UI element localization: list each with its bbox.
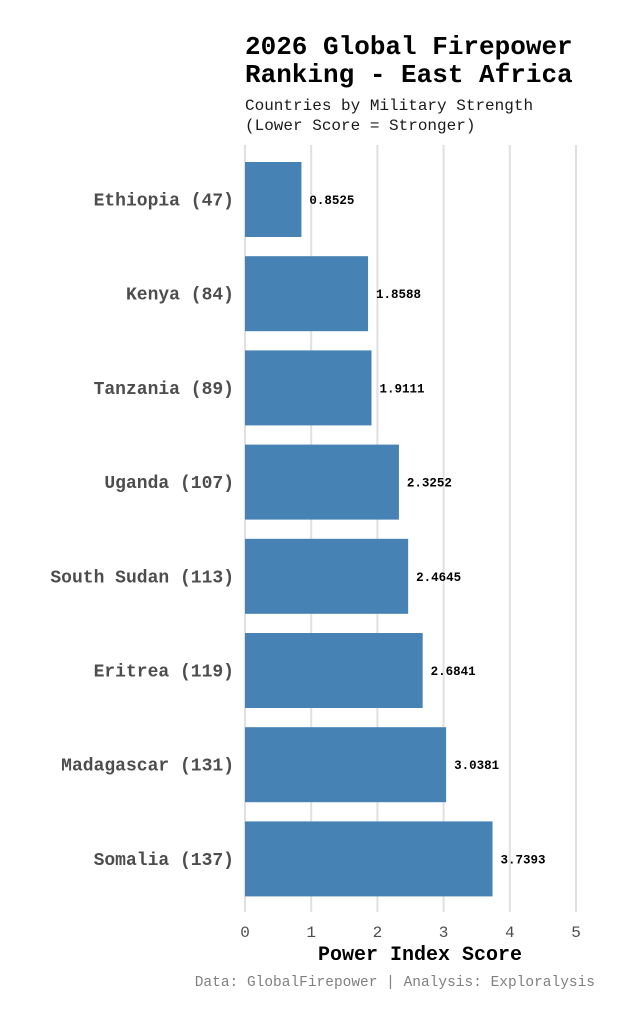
- category-label: Uganda (107): [104, 474, 234, 494]
- bar: [245, 538, 409, 614]
- value-label: 1.8588: [376, 288, 421, 302]
- value-label: 3.0381: [454, 759, 499, 773]
- x-tick-label: 2: [373, 924, 383, 942]
- x-tick-label: 0: [240, 924, 250, 942]
- chart-subtitle-line-2: (Lower Score = Stronger): [245, 117, 475, 135]
- category-label: Kenya (84): [126, 286, 234, 306]
- bar: [245, 444, 399, 520]
- value-label: 2.4645: [416, 571, 461, 585]
- x-axis-title: Power Index Score: [318, 944, 522, 967]
- chart-title-line-2: Ranking - East Africa: [245, 60, 573, 90]
- value-label: 1.9111: [380, 382, 425, 396]
- bar: [245, 350, 372, 426]
- caption: Data: GlobalFirepower | Analysis: Explor…: [195, 975, 595, 991]
- category-label: South Sudan (113): [50, 568, 234, 588]
- value-label: 0.8525: [309, 194, 354, 208]
- x-tick-label: 4: [505, 924, 515, 942]
- chart-subtitle-line-1: Countries by Military Strength: [245, 97, 533, 115]
- bar: [245, 256, 369, 332]
- bar: [245, 633, 423, 708]
- x-tick-label: 1: [306, 924, 316, 942]
- category-label: Tanzania (89): [94, 380, 234, 400]
- category-label: Madagascar (131): [61, 757, 234, 777]
- x-tick-label: 3: [439, 924, 449, 942]
- bar: [245, 727, 447, 803]
- value-label: 2.6841: [431, 665, 476, 679]
- value-label: 2.3252: [407, 477, 452, 491]
- bar: [245, 162, 302, 237]
- x-tick-label: 5: [571, 924, 581, 942]
- bar: [245, 821, 493, 897]
- chart-title-line-1: 2026 Global Firepower: [245, 32, 573, 62]
- category-label: Ethiopia (47): [94, 192, 234, 212]
- category-label: Somalia (137): [94, 851, 234, 871]
- category-label: Eritrea (119): [94, 663, 234, 683]
- bars: [245, 162, 493, 897]
- value-label: 3.7393: [501, 853, 546, 867]
